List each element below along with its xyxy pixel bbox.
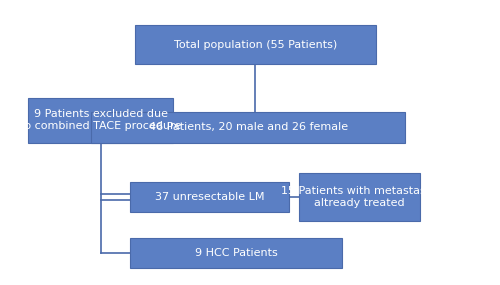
Text: 37 unresectable LM: 37 unresectable LM bbox=[154, 192, 264, 202]
FancyBboxPatch shape bbox=[130, 237, 342, 268]
Text: 9 HCC Patients: 9 HCC Patients bbox=[194, 248, 278, 258]
FancyBboxPatch shape bbox=[134, 25, 376, 64]
FancyBboxPatch shape bbox=[299, 173, 420, 221]
FancyBboxPatch shape bbox=[28, 98, 173, 142]
Text: Total population (55 Patients): Total population (55 Patients) bbox=[174, 40, 337, 50]
Text: 15 Patients with metastases
altready treated: 15 Patients with metastases altready tre… bbox=[280, 186, 438, 208]
Text: 9 Patients excluded due
to combined TACE procedure: 9 Patients excluded due to combined TACE… bbox=[20, 109, 182, 131]
FancyBboxPatch shape bbox=[91, 112, 406, 142]
Text: 46 Patients, 20 male and 26 female: 46 Patients, 20 male and 26 female bbox=[148, 122, 348, 132]
FancyBboxPatch shape bbox=[130, 182, 290, 212]
